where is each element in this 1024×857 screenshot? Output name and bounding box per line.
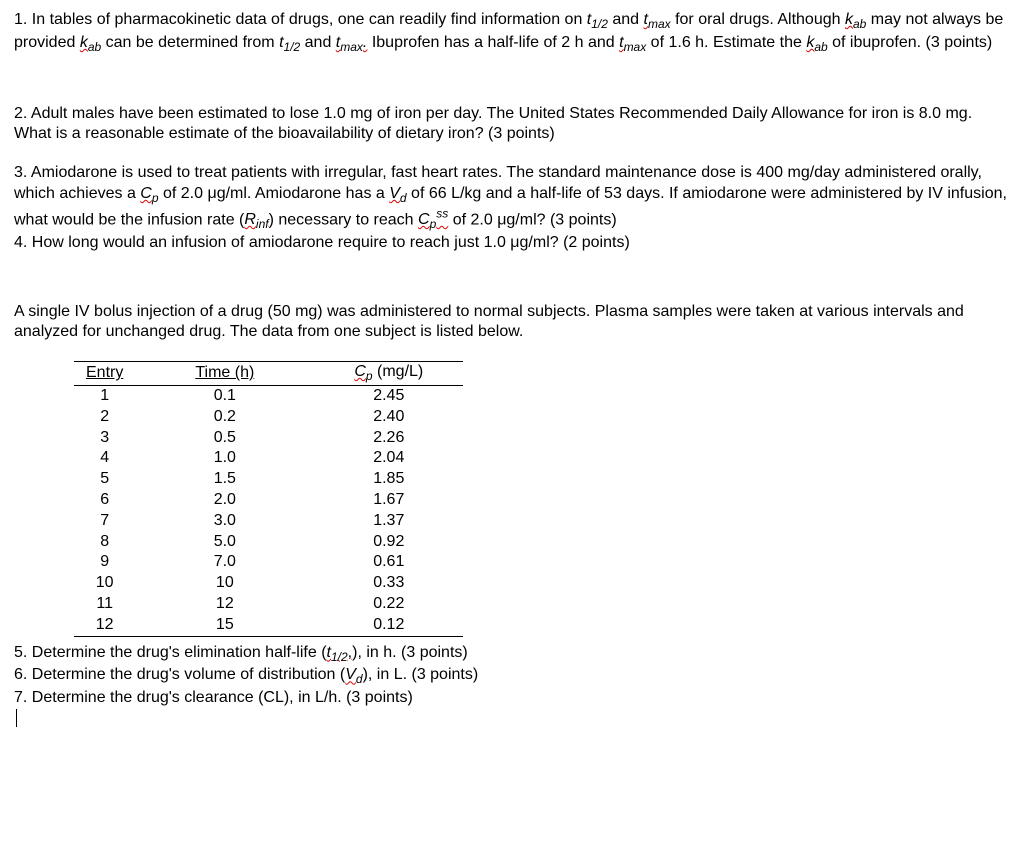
col-time: Time (h) — [135, 362, 314, 386]
text-cursor — [16, 709, 17, 727]
question-3: 3. Amiodarone is used to treat patients … — [14, 163, 1010, 233]
table-row: 41.02.04 — [74, 448, 463, 469]
table-row: 20.22.40 — [74, 407, 463, 428]
table-row: 10.12.45 — [74, 386, 463, 407]
table-row: 12150.12 — [74, 615, 463, 636]
table-row: 51.51.85 — [74, 469, 463, 490]
table-row: 73.01.37 — [74, 511, 463, 532]
question-5: 5. Determine the drug's elimination half… — [14, 643, 1010, 666]
question-2: 2. Adult males have been estimated to lo… — [14, 104, 1010, 146]
table-row: 10100.33 — [74, 573, 463, 594]
bolus-intro: A single IV bolus injection of a drug (5… — [14, 302, 1010, 344]
table-row: 11120.22 — [74, 594, 463, 615]
table-row: 85.00.92 — [74, 532, 463, 553]
question-1: 1. In tables of pharmacokinetic data of … — [14, 10, 1010, 56]
col-cp: Cp (mg/L) — [314, 362, 463, 386]
question-7: 7. Determine the drug's clearance (CL), … — [14, 688, 1010, 709]
q1-text: 1. In tables of pharmacokinetic data of … — [14, 11, 587, 28]
question-6: 6. Determine the drug's volume of distri… — [14, 665, 1010, 688]
question-4: 4. How long would an infusion of amiodar… — [14, 233, 1010, 254]
col-entry: Entry — [74, 362, 135, 386]
table-row: 62.01.67 — [74, 490, 463, 511]
plasma-data-table: Entry Time (h) Cp (mg/L) 10.12.4520.22.4… — [74, 361, 463, 636]
table-row: 97.00.61 — [74, 552, 463, 573]
table-row: 30.52.26 — [74, 428, 463, 449]
